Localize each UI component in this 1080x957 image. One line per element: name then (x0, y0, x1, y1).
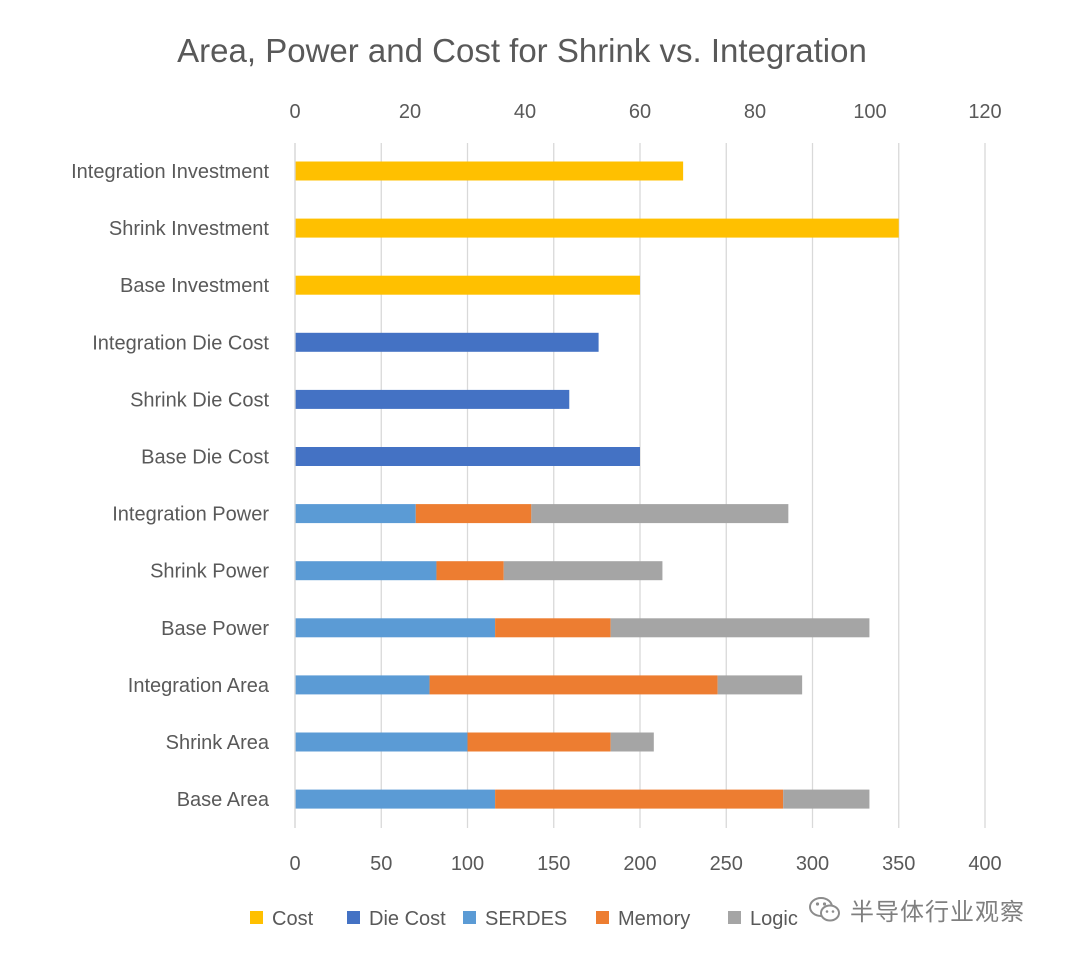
x-tick-label-bottom: 0 (289, 853, 300, 875)
bar-memory (495, 789, 784, 809)
y-category-label: Base Power (161, 618, 269, 640)
x-tick-label-bottom: 350 (882, 853, 915, 875)
watermark: 半导体行业观察 (808, 892, 1025, 927)
bar-serdes (295, 675, 430, 695)
y-category-label: Integration Power (112, 504, 269, 526)
legend-label: SERDES (485, 908, 567, 930)
x-tick-label-bottom: 250 (710, 853, 743, 875)
bar-memory (467, 732, 611, 752)
legend-swatch (250, 911, 263, 924)
x-tick-label-bottom: 100 (451, 853, 484, 875)
bar-memory (495, 618, 611, 638)
bar-memory (436, 561, 504, 581)
x-tick-label-top: 60 (629, 101, 651, 123)
y-category-label: Shrink Die Cost (130, 389, 269, 411)
bar-die-cost (295, 332, 599, 352)
bar-logic (783, 789, 870, 809)
legend-label: Logic (750, 908, 798, 930)
bar-serdes (295, 561, 437, 581)
y-category-label: Shrink Investment (109, 218, 270, 240)
x-tick-label-bottom: 200 (623, 853, 656, 875)
bar-memory (429, 675, 718, 695)
bar-logic (610, 618, 870, 638)
x-tick-label-top: 40 (514, 101, 536, 123)
bar-serdes (295, 732, 468, 752)
legend-label: Die Cost (369, 908, 446, 930)
legend-label: Memory (618, 908, 690, 930)
y-category-label: Shrink Area (166, 732, 270, 754)
wechat-icon (808, 893, 842, 927)
bar-cost (295, 161, 684, 181)
legend-swatch (728, 911, 741, 924)
x-tick-label-top: 0 (289, 101, 300, 123)
y-category-label: Base Area (177, 789, 270, 811)
y-category-label: Integration Area (128, 675, 270, 697)
watermark-text: 半导体行业观察 (850, 898, 1025, 926)
bar-logic (610, 732, 654, 752)
bar-logic (717, 675, 803, 695)
bar-die-cost (295, 389, 570, 409)
legend-swatch (347, 911, 360, 924)
y-category-label: Base Die Cost (141, 447, 269, 469)
y-category-label: Integration Die Cost (92, 332, 269, 354)
bar-serdes (295, 618, 496, 638)
bar-logic (531, 504, 789, 524)
x-tick-label-bottom: 50 (370, 853, 392, 875)
legend-swatch (596, 911, 609, 924)
chart-title: Area, Power and Cost for Shrink vs. Inte… (177, 32, 867, 69)
x-tick-label-bottom: 300 (796, 853, 829, 875)
bar-cost (295, 218, 899, 238)
x-tick-label-top: 20 (399, 101, 421, 123)
legend-swatch (463, 911, 476, 924)
bar-die-cost (295, 447, 640, 466)
y-category-label: Base Investment (120, 275, 269, 297)
bar-serdes (295, 789, 496, 809)
legend-label: Cost (272, 908, 314, 930)
bar-serdes (295, 504, 416, 524)
x-tick-label-bottom: 150 (537, 853, 570, 875)
bar-memory (415, 504, 532, 524)
y-category-label: Integration Investment (71, 161, 269, 183)
x-tick-label-bottom: 400 (968, 853, 1001, 875)
x-tick-label-top: 100 (853, 101, 886, 123)
x-tick-label-top: 120 (968, 101, 1001, 123)
x-tick-label-top: 80 (744, 101, 766, 123)
bar-cost (295, 275, 640, 295)
bar-logic (503, 561, 663, 581)
y-category-label: Shrink Power (150, 561, 269, 583)
